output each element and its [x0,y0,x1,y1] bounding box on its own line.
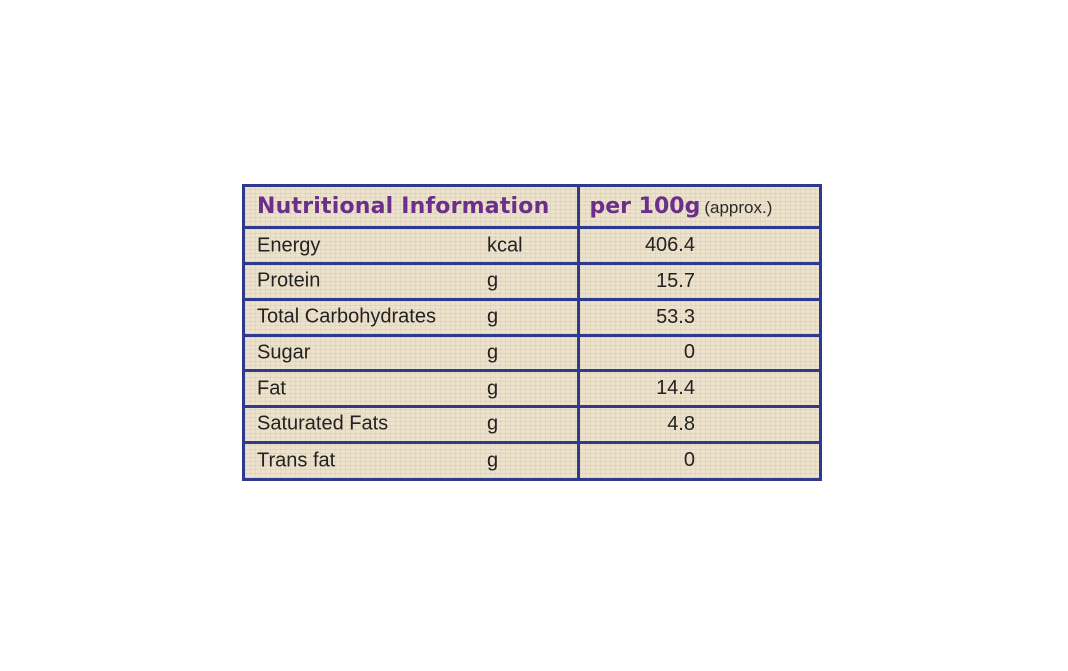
nutrient-cell: Total Carbohydrates g [245,297,580,337]
table-row: Saturated Fats g 4.8 [245,405,819,444]
nutrient-value: 0 [576,333,819,373]
nutrient-name: Protein [257,269,321,292]
nutrient-cell: Energy kcal [245,226,580,266]
table-row: Sugar g 0 [245,333,819,373]
nutrient-name: Energy [257,234,321,257]
table-row: Fat g 14.4 [245,369,819,408]
per-serving-header: per 100g (approx.) [576,187,819,230]
nutrient-cell: Saturated Fats g [245,405,580,444]
nutrient-value: 0 [576,440,819,478]
nutrient-cell: Fat g [245,369,580,408]
nutrition-table: Nutritional Information per 100g (approx.… [245,187,819,478]
nutrient-name: Sugar [257,341,311,364]
nutrient-unit: kcal [487,234,523,257]
nutrient-name: Fat [257,377,286,400]
nutrient-cell: Trans fat g [245,440,580,478]
table-row: Total Carbohydrates g 53.3 [245,297,819,337]
nutrient-value: 15.7 [576,262,819,301]
approx-label: (approx.) [704,198,773,218]
nutrient-value: 53.3 [576,297,819,337]
nutrient-name: Trans fat [257,449,336,472]
nutrient-name: Saturated Fats [257,412,389,435]
nutrition-label: Nutritional Information per 100g (approx.… [242,184,822,481]
nutrient-value: 4.8 [576,405,819,444]
nutrient-unit: g [487,341,499,364]
table-header-row: Nutritional Information per 100g (approx.… [245,187,819,230]
nutrient-unit: g [487,305,499,328]
nutrient-value: 406.4 [576,226,819,266]
nutrient-value: 14.4 [576,369,819,408]
table-row: Protein g 15.7 [245,262,819,301]
nutrient-name: Total Carbohydrates [257,305,436,328]
nutrient-cell: Sugar g [245,333,580,373]
nutrient-unit: g [487,269,499,292]
nutrient-unit: g [487,412,499,435]
per-100g-label: per 100g [589,194,701,220]
nutrient-unit: g [487,449,499,472]
nutrient-unit: g [487,377,499,400]
nutrient-cell: Protein g [245,262,580,301]
table-row: Trans fat g 0 [245,440,819,478]
table-row: Energy kcal 406.4 [245,226,819,266]
table-title: Nutritional Information [245,187,580,230]
